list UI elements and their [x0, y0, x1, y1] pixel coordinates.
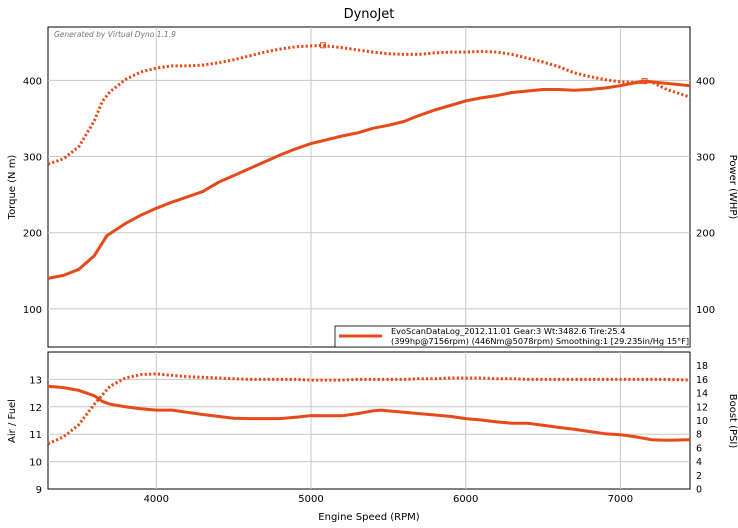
x-axis-label: Engine Speed (RPM)	[318, 512, 419, 523]
bottom-plot-frame	[47, 351, 691, 490]
legend-line-2: (399hp@7156rpm) (446Nm@5078rpm) Smoothin…	[391, 336, 689, 346]
afr-tick-label-3: 12	[29, 403, 42, 414]
afr-tick-label-4: 13	[29, 375, 42, 386]
afr-tick-label-0: 9	[36, 485, 42, 496]
boost-line	[47, 372, 691, 446]
legend-line-1: EvoScanDataLog_2012.11.01 Gear:3 Wt:3482…	[391, 326, 625, 336]
torque-tick-label-1: 200	[23, 229, 42, 240]
torque-tick-label-0: 100	[23, 305, 42, 316]
torque-tick-label-3: 400	[23, 76, 42, 87]
boost-tick-label-5: 10	[696, 416, 708, 427]
y-axis-label-boost: Boost (PSI)	[727, 394, 738, 449]
top-plot-frame	[47, 26, 691, 348]
power-tick-label-2: 300	[696, 153, 715, 164]
boost-tick-label-9: 18	[696, 361, 708, 372]
power-tick-label-1: 200	[696, 229, 715, 240]
y-axis-label-air-fuel: Air / Fuel	[7, 399, 18, 443]
afr-tick-label-2: 11	[29, 430, 42, 441]
chart-title: DynoJet	[344, 7, 395, 22]
torque-power-panel: 100 100 200 200 300 300 400 400	[23, 26, 715, 348]
boost-tick-label-7: 14	[696, 389, 708, 400]
legend: EvoScanDataLog_2012.11.01 Gear:3 Wt:3482…	[334, 325, 691, 348]
boost-tick-label-3: 6	[696, 443, 702, 454]
x-tick-label-1: 5000	[298, 494, 323, 505]
y-axis-label-power: Power (WHP)	[727, 155, 738, 220]
power-tick-label-0: 100	[696, 305, 715, 316]
boost-tick-label-2: 4	[696, 457, 702, 468]
power-peak-marker	[641, 78, 648, 85]
afr-tick-label-1: 10	[29, 458, 42, 469]
power-tick-label-3: 400	[696, 76, 715, 87]
afr-boost-panel: 4000 5000 6000 7000 9 10 11 12 13 0 2 4 6 8 10 12 14 16 18	[29, 351, 708, 505]
x-tick-label-3: 7000	[608, 494, 633, 505]
legend-box	[334, 325, 691, 348]
boost-tick-label-6: 12	[696, 402, 708, 413]
watermark: Generated by Virtual Dyno 1.1.9	[54, 30, 176, 39]
torque-peak-marker	[320, 42, 327, 49]
torque-tick-label-2: 300	[23, 153, 42, 164]
torque-line	[47, 43, 691, 166]
power-line	[47, 79, 691, 280]
x-tick-label-2: 6000	[453, 494, 478, 505]
boost-tick-label-1: 2	[696, 471, 702, 482]
boost-tick-label-0: 0	[696, 485, 702, 496]
boost-tick-label-4: 8	[696, 430, 702, 441]
y-axis-label-torque: Torque (N m)	[7, 155, 18, 221]
x-tick-label-0: 4000	[144, 494, 169, 505]
air-fuel-line	[47, 384, 691, 442]
boost-tick-label-8: 16	[696, 375, 708, 386]
